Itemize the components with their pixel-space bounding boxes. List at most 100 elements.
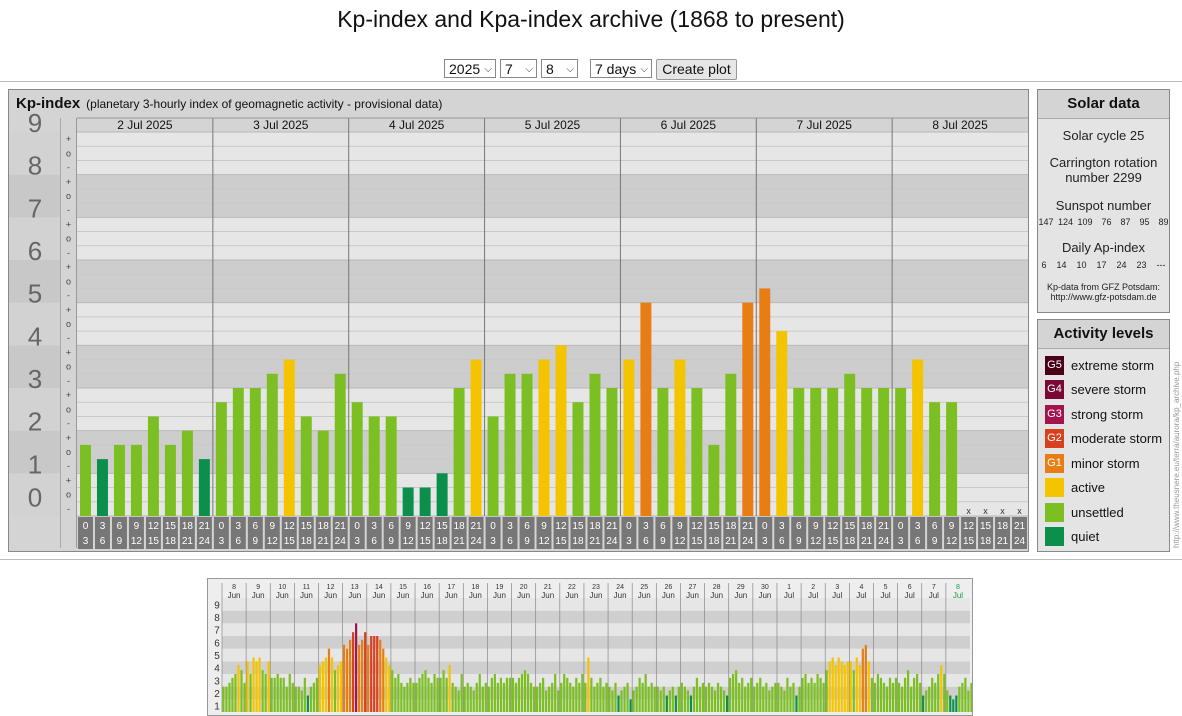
kp-bar: [674, 359, 686, 516]
kp-bar: [878, 388, 890, 516]
overview-bar: [843, 665, 846, 712]
interval-end-label: 15: [963, 536, 975, 547]
month-label: Jul: [808, 591, 818, 600]
y-tick-label: 2: [214, 689, 220, 700]
interval-start-label: 3: [643, 521, 649, 532]
interval-box: [621, 517, 637, 549]
overview-bar: [650, 682, 653, 712]
month-label: Jul: [905, 591, 915, 600]
day-number-label: 9: [256, 584, 260, 591]
month-label: Jul: [880, 591, 890, 600]
overview-bar: [662, 686, 665, 712]
interval-start-label: 6: [796, 521, 802, 532]
overview-bar: [831, 657, 834, 712]
interval-end-label: 12: [403, 536, 415, 547]
overview-chart-panel[interactable]: 1 2 3 4 5 6 7 8 9 8 Jun 9 Jun 10 Jun 11 Jun 12 Jun 13 Jun 14 J…: [207, 578, 973, 716]
interval-box: [655, 517, 671, 549]
create-plot-button[interactable]: Create plot: [656, 59, 737, 80]
overview-bar: [542, 677, 545, 712]
overview-bar: [804, 674, 807, 712]
day-select[interactable]: 8 ⌵: [541, 59, 578, 78]
overview-bar: [514, 682, 518, 712]
interval-end-label: 15: [284, 536, 296, 547]
overview-bar: [795, 695, 798, 712]
day-number-label: 23: [592, 584, 600, 591]
interval-end-label: 18: [980, 536, 992, 547]
kp-level-band: [222, 610, 970, 624]
overview-bar: [445, 677, 448, 712]
level-swatch: [1045, 527, 1064, 546]
interval-start-label: 18: [725, 521, 737, 532]
interval-end-label: 24: [742, 536, 754, 547]
interval-start-label: 3: [371, 521, 377, 532]
overview-bar: [370, 636, 373, 712]
level-label: unsettled: [1071, 505, 1124, 520]
interval-box: [842, 517, 858, 549]
interval-box: [723, 517, 739, 549]
month-label: Jun: [565, 591, 578, 600]
overview-bar: [288, 674, 291, 712]
overview-bar: [333, 670, 337, 712]
overview-bar: [593, 686, 596, 712]
overview-bar: [454, 686, 457, 712]
interval-start-label: 18: [861, 521, 873, 532]
interval-end-label: 18: [165, 536, 177, 547]
interval-start-label: 18: [318, 521, 330, 532]
overview-bar: [499, 677, 502, 712]
month-label: Jun: [421, 591, 434, 600]
interval-box: [757, 517, 773, 549]
interval-start-label: 12: [827, 521, 839, 532]
interval-start-label: 21: [606, 521, 618, 532]
kp-bar: [249, 388, 261, 516]
interval-start-label: 0: [219, 521, 225, 532]
overview-bar: [807, 682, 810, 712]
overview-bar: [330, 657, 334, 712]
overview-bar: [554, 674, 557, 712]
overview-bar: [258, 657, 261, 712]
month-label: Jul: [856, 591, 866, 600]
interval-box: [791, 517, 807, 549]
overview-bar: [599, 677, 602, 712]
range-select[interactable]: 7 days ⌵: [590, 59, 652, 78]
overview-bar: [511, 677, 515, 712]
overview-bar: [249, 674, 252, 712]
overview-bar: [523, 670, 527, 712]
overview-bar: [774, 682, 777, 712]
interval-box: [859, 517, 875, 549]
overview-bar: [415, 682, 418, 712]
y-subtick-label: +: [66, 305, 71, 315]
overview-bar: [744, 686, 747, 712]
interval-end-label: 24: [606, 536, 618, 547]
interval-end-label: 6: [507, 536, 513, 547]
carrington-number: number 2299: [1065, 170, 1142, 185]
overview-bar: [575, 677, 578, 712]
interval-start-label: 21: [199, 521, 211, 532]
interval-end-label: 18: [708, 536, 720, 547]
overview-bar: [614, 682, 617, 712]
kp-bar: [929, 402, 941, 516]
y-tick-label: 5: [214, 651, 220, 662]
year-select[interactable]: 2025 ⌵: [444, 59, 496, 78]
interval-box: [281, 517, 297, 549]
y-subtick-label: +: [66, 219, 71, 229]
interval-end-label: 24: [1014, 536, 1026, 547]
overview-bar: [783, 690, 786, 712]
y-subtick-label: o: [66, 362, 71, 372]
interval-start-label: 21: [742, 521, 754, 532]
y-subtick-label: o: [66, 234, 71, 244]
kp-bar: [436, 473, 448, 516]
day-number-label: 30: [761, 584, 769, 591]
overview-bar: [949, 695, 952, 712]
interval-end-label: 21: [589, 536, 601, 547]
month-select[interactable]: 7 ⌵: [500, 59, 537, 78]
interval-box: [944, 517, 960, 549]
overview-bar: [252, 657, 255, 712]
overview-bar: [816, 674, 819, 712]
overview-bar: [548, 686, 551, 712]
interval-start-label: 15: [301, 521, 313, 532]
interval-end-label: 12: [674, 536, 686, 547]
kp-level-band: [222, 661, 970, 674]
day-label: 4 Jul 2025: [389, 118, 445, 132]
interval-end-label: 9: [253, 536, 259, 547]
overview-bar: [909, 686, 913, 712]
